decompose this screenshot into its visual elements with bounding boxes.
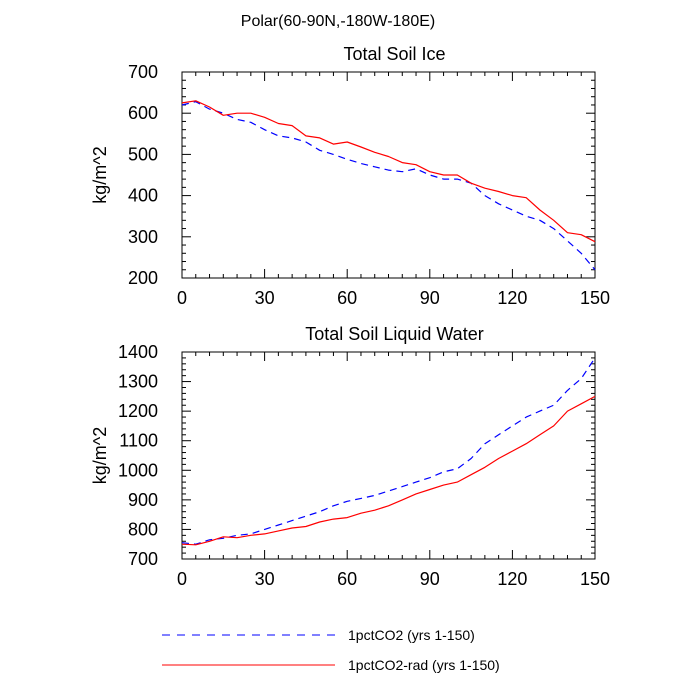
plot-frame: [181, 351, 596, 560]
y-tick-label: 1300: [118, 372, 158, 392]
x-tick-label: 30: [255, 569, 275, 589]
y-axis-label: kg/m^2: [90, 427, 110, 484]
x-tick-label: 150: [580, 569, 610, 589]
plot-frame: [181, 71, 596, 279]
y-tick-label: 900: [128, 490, 158, 510]
y-tick-label: 1400: [118, 342, 158, 362]
x-tick-label: 0: [177, 569, 187, 589]
soil-liquid-water-panel: Total Soil Liquid Water kg/m^2 0 30 60 90 120 1…: [90, 324, 610, 589]
y-tick-label: 500: [128, 144, 158, 164]
legend-label-1pctco2: 1pctCO2 (yrs 1-150): [348, 627, 475, 643]
x-tick-label: 90: [420, 288, 440, 308]
legend: 1pctCO2 (yrs 1-150) 1pctCO2-rad (yrs 1-1…: [162, 627, 500, 673]
y-tick-label: 600: [128, 103, 158, 123]
x-tick-label: 0: [177, 288, 187, 308]
y-tick-label: 200: [128, 268, 158, 288]
x-tick-label: 90: [420, 569, 440, 589]
y-tick-label: 400: [128, 186, 158, 206]
series-line-1pctco2-yrs-1-150: [181, 357, 596, 545]
x-tick-label: 60: [337, 569, 357, 589]
series-line-1pctco2-yrs-1-150: [181, 101, 596, 271]
panel-title: Total Soil Ice: [343, 44, 445, 64]
y-tick-label: 700: [128, 62, 158, 82]
panel-title: Total Soil Liquid Water: [305, 324, 483, 344]
series-line-1pctco2-rad-yrs-1-150: [181, 100, 596, 243]
x-tick-label: 60: [337, 288, 357, 308]
y-tick-label: 1000: [118, 460, 158, 480]
y-tick-label: 800: [128, 519, 158, 539]
y-tick-label: 1100: [119, 431, 158, 451]
x-tick-label: 30: [255, 288, 275, 308]
soil-ice-panel: Total Soil Ice kg/m^2 0 30 60 90 120 150 200 300 4…: [90, 44, 610, 308]
series-line-1pctco2-rad-yrs-1-150: [181, 395, 596, 546]
x-tick-label: 150: [580, 288, 610, 308]
x-tick-label: 120: [497, 288, 527, 308]
figure-suptitle: Polar(60-90N,-180W-180E): [241, 13, 435, 30]
legend-label-1pctco2-rad: 1pctCO2-rad (yrs 1-150): [348, 657, 500, 673]
y-tick-label: 1200: [118, 401, 158, 421]
y-tick-label: 300: [128, 227, 158, 247]
y-tick-label: 700: [128, 549, 158, 569]
x-tick-label: 120: [497, 569, 527, 589]
y-axis-label: kg/m^2: [90, 146, 110, 203]
